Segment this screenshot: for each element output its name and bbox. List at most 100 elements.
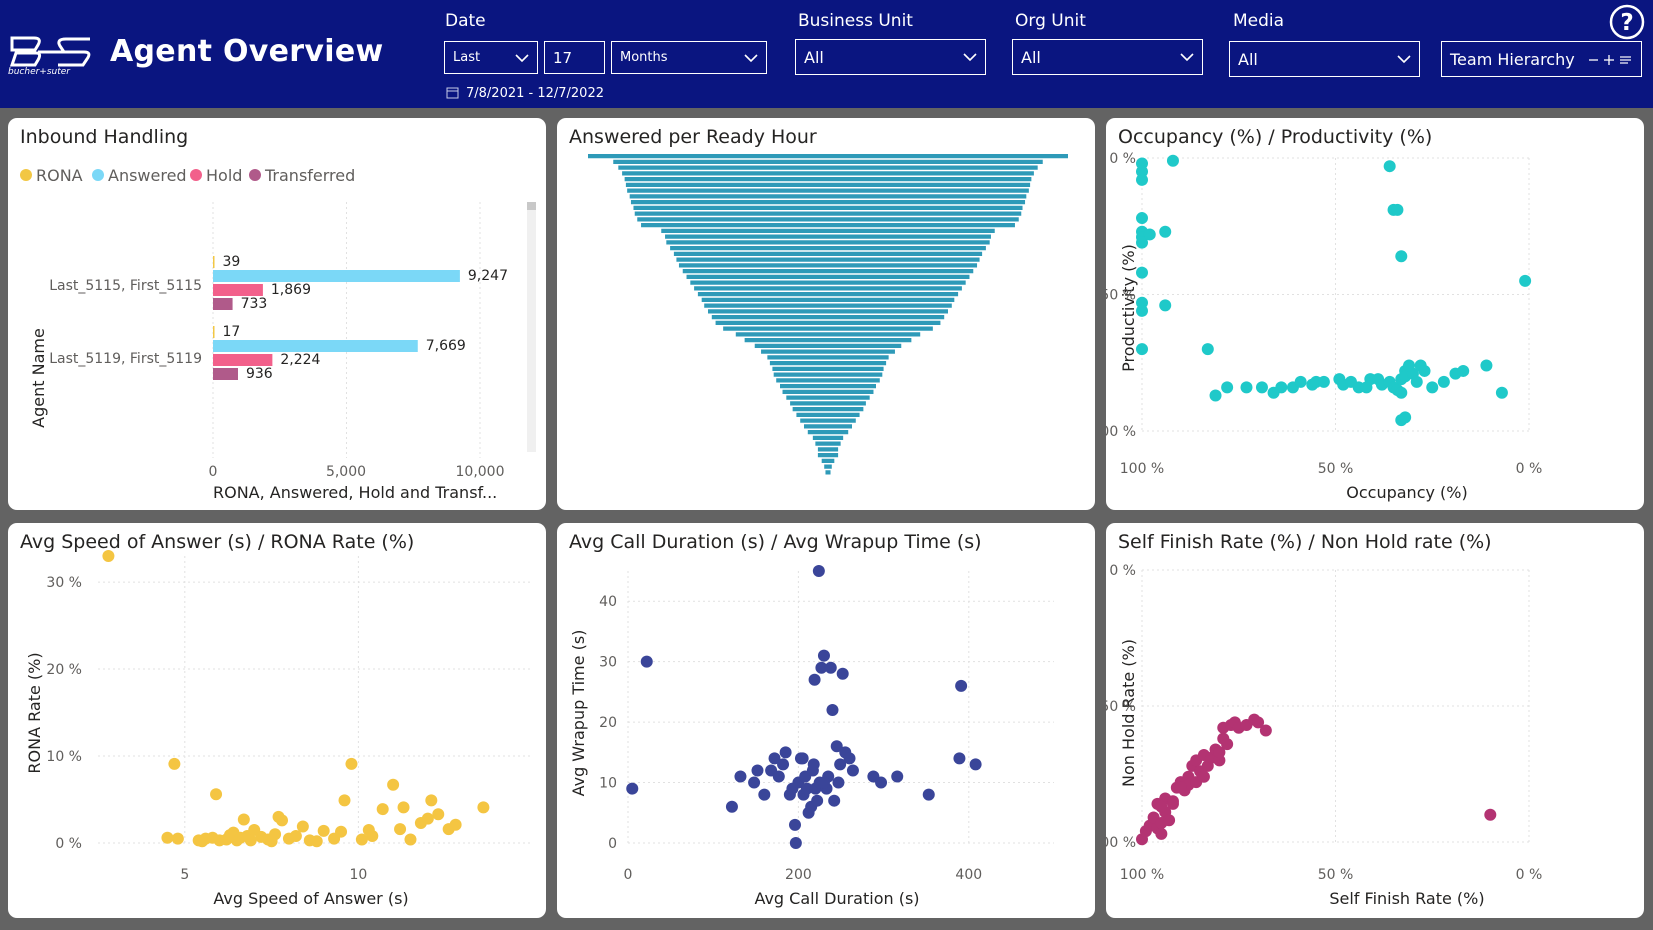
scatter-point[interactable] <box>404 833 417 846</box>
scatter-point[interactable] <box>1136 266 1148 279</box>
scatter-point[interactable] <box>828 794 841 807</box>
funnel-bar[interactable] <box>786 395 870 400</box>
scatter-point[interactable] <box>1484 808 1497 821</box>
funnel-bar[interactable] <box>723 326 933 331</box>
scatter-point[interactable] <box>1252 716 1265 729</box>
funnel-bar[interactable] <box>800 418 856 423</box>
funnel-bar[interactable] <box>629 194 1027 199</box>
funnel-bar[interactable] <box>618 165 1038 170</box>
scatter-point[interactable] <box>397 801 410 814</box>
date-count-input[interactable]: 17 <box>544 41 605 74</box>
scatter-point[interactable] <box>1174 781 1187 794</box>
scatter-point[interactable] <box>777 758 790 771</box>
scatter-point[interactable] <box>387 778 400 791</box>
scatter-point[interactable] <box>1275 381 1288 394</box>
scatter-point[interactable] <box>1201 343 1214 356</box>
expand-collapse-icon[interactable] <box>1587 54 1633 66</box>
scatter-point[interactable] <box>1209 389 1222 402</box>
scatter-point[interactable] <box>1166 154 1179 167</box>
funnel-bar[interactable] <box>772 366 884 371</box>
scatter-point[interactable] <box>1136 343 1148 356</box>
funnel-bar[interactable] <box>588 154 1068 159</box>
business-unit-dropdown[interactable]: All <box>795 39 986 75</box>
scatter-point[interactable] <box>432 808 445 821</box>
funnel-bar[interactable] <box>780 384 876 389</box>
scatter-point[interactable] <box>335 825 348 838</box>
scatter-point[interactable] <box>1457 364 1470 377</box>
scatter-point[interactable] <box>779 746 792 759</box>
scatter-point[interactable] <box>310 835 323 848</box>
bar-hold[interactable] <box>213 354 273 366</box>
scatter-point[interactable] <box>758 788 771 801</box>
scatter-point[interactable] <box>1426 381 1439 394</box>
funnel-bar[interactable] <box>665 234 991 239</box>
funnel-bar[interactable] <box>796 412 860 417</box>
bar-answered[interactable] <box>213 270 460 282</box>
scrollbar-thumb[interactable] <box>527 202 536 210</box>
funnel-bar[interactable] <box>622 171 1034 176</box>
funnel-bar[interactable] <box>625 182 1031 187</box>
scatter-point[interactable] <box>161 831 174 844</box>
scatter-point[interactable] <box>788 818 801 831</box>
scatter-point[interactable] <box>421 812 434 825</box>
scatter-point[interactable] <box>1136 304 1148 317</box>
funnel-bar[interactable] <box>641 223 1015 228</box>
funnel-bar[interactable] <box>735 332 921 337</box>
scatter-point[interactable] <box>1255 381 1268 394</box>
scatter-point[interactable] <box>296 820 309 833</box>
scatter-point[interactable] <box>1159 225 1172 238</box>
scatter-point[interactable] <box>807 758 820 771</box>
scatter-point[interactable] <box>1143 228 1156 241</box>
scatter-point[interactable] <box>751 764 764 777</box>
scatter-point[interactable] <box>338 794 351 807</box>
scatter-point[interactable] <box>725 800 738 813</box>
funnel-bar[interactable] <box>815 441 841 446</box>
bar-hold[interactable] <box>213 284 263 296</box>
funnel-bar[interactable] <box>624 177 1032 182</box>
scatter-point[interactable] <box>748 776 761 789</box>
scatter-point[interactable] <box>875 776 888 789</box>
scatter-point[interactable] <box>953 752 966 765</box>
funnel-bar[interactable] <box>670 246 986 251</box>
scatter-point[interactable] <box>1395 250 1408 263</box>
scatter-point[interactable] <box>811 794 824 807</box>
scatter-point[interactable] <box>244 834 257 847</box>
funnel-bar[interactable] <box>807 430 849 435</box>
scatter-point[interactable] <box>477 801 490 814</box>
scatter-point[interactable] <box>1437 375 1450 388</box>
scatter-point[interactable] <box>922 788 935 801</box>
scatter-point[interactable] <box>1391 203 1404 216</box>
scatter-point[interactable] <box>1395 386 1408 399</box>
date-relative-dropdown[interactable]: Last <box>444 41 538 74</box>
scatter-point[interactable] <box>1221 381 1234 394</box>
scatter-point[interactable] <box>1259 724 1272 737</box>
scatter-point[interactable] <box>1136 173 1148 186</box>
team-hierarchy-slicer[interactable]: Team Hierarchy <box>1441 41 1642 77</box>
funnel-bar[interactable] <box>630 200 1026 205</box>
funnel-bar[interactable] <box>633 205 1023 210</box>
scatter-point[interactable] <box>1317 375 1330 388</box>
scatter-point[interactable] <box>830 740 843 753</box>
funnel-bar[interactable] <box>792 407 864 412</box>
scatter-point[interactable] <box>834 758 847 771</box>
scatter-point[interactable] <box>345 757 358 770</box>
scatter-point[interactable] <box>955 679 968 692</box>
scatter-point[interactable] <box>768 752 781 765</box>
scatter-point[interactable] <box>289 830 302 843</box>
scatter-point[interactable] <box>1155 827 1168 840</box>
date-unit-dropdown[interactable]: Months <box>611 41 767 74</box>
scatter-point[interactable] <box>1410 375 1423 388</box>
funnel-bar[interactable] <box>821 458 835 463</box>
scatter-point[interactable] <box>102 550 115 562</box>
funnel-bar[interactable] <box>711 315 945 320</box>
scatter-point[interactable] <box>1136 236 1148 249</box>
scatter-point[interactable] <box>824 661 837 674</box>
funnel-bar[interactable] <box>686 274 970 279</box>
scatter-point[interactable] <box>1480 359 1493 372</box>
bar-answered[interactable] <box>213 340 418 352</box>
funnel-bar[interactable] <box>678 263 978 268</box>
scatter-point[interactable] <box>836 667 849 680</box>
scatter-point[interactable] <box>1136 212 1148 225</box>
funnel-bar[interactable] <box>690 280 966 285</box>
funnel-bar[interactable] <box>817 447 839 452</box>
